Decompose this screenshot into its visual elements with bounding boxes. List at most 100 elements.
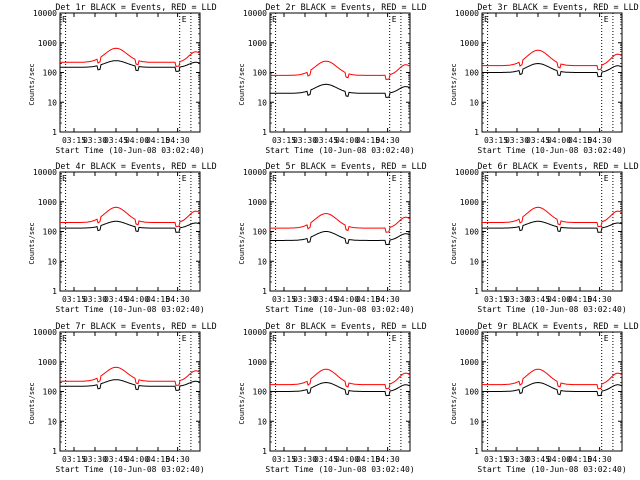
x-tick-label: 04:15 (146, 455, 170, 464)
x-tick-label: 03:15 (272, 136, 296, 145)
flag-letter-left: E (62, 15, 67, 24)
chart-title: Det 4r BLACK = Events, RED = LLD (55, 161, 216, 171)
y-tick-label: 10 (257, 417, 267, 426)
x-tick-label: 04:30 (166, 295, 190, 304)
y-tick-label: 10000 (455, 168, 479, 177)
y-tick-label: 1 (52, 128, 57, 137)
x-tick-label: 03:45 (104, 455, 128, 464)
chart-panel-9: Det 9r BLACK = Events, RED = LLD 1 10 100 10… (450, 321, 639, 474)
series-line-lld (270, 213, 411, 233)
x-tick-label: 03:45 (104, 136, 128, 145)
chart-title: Det 8r BLACK = Events, RED = LLD (265, 321, 426, 331)
chart-panel-8: Det 8r BLACK = Events, RED = LLD 1 10 100 10… (238, 321, 427, 474)
series-line-lld (482, 49, 623, 71)
series-line-lld (60, 47, 201, 67)
x-tick-label: 03:30 (505, 295, 529, 304)
flag-letter-right: E (182, 174, 187, 183)
x-tick-label: 03:15 (62, 136, 86, 145)
y-tick-label: 1000 (460, 39, 479, 48)
chart-title: Det 6r BLACK = Events, RED = LLD (477, 161, 638, 171)
series-line-events (60, 60, 201, 72)
chart-panel-1: Det 1r BLACK = Events, RED = LLD 1 10 100 10… (28, 2, 217, 155)
x-axis-label: Start Time (10-Jun-08 03:02:40) (55, 465, 204, 474)
x-tick-label: 03:30 (293, 295, 317, 304)
flag-letter-right: E (604, 15, 609, 24)
x-tick-label: 03:30 (505, 455, 529, 464)
chart-title: Det 2r BLACK = Events, RED = LLD (265, 2, 426, 12)
y-tick-label: 10 (47, 257, 57, 266)
x-tick-label: 04:15 (146, 136, 170, 145)
chart-panel-4: Det 4r BLACK = Events, RED = LLD 1 10 100 10… (28, 161, 217, 314)
x-tick-label: 03:15 (484, 136, 508, 145)
y-tick-label: 10000 (33, 168, 57, 177)
flag-letter-left: E (62, 174, 67, 183)
x-tick-label: 04:15 (568, 295, 592, 304)
y-tick-label: 1 (262, 447, 267, 456)
y-axis-label: Counts/sec (28, 382, 36, 424)
plot-frame (59, 331, 201, 452)
y-tick-label: 1000 (460, 198, 479, 207)
x-axis-label: Start Time (10-Jun-08 03:02:40) (477, 146, 626, 155)
flag-letter-right: E (392, 15, 397, 24)
x-tick-label: 04:00 (547, 136, 571, 145)
y-tick-label: 1 (474, 287, 479, 296)
x-tick-label: 04:30 (166, 455, 190, 464)
chart-title: Det 5r BLACK = Events, RED = LLD (265, 161, 426, 171)
x-tick-label: 03:30 (83, 136, 107, 145)
x-tick-label: 03:15 (484, 295, 508, 304)
x-axis-label: Start Time (10-Jun-08 03:02:40) (265, 305, 414, 314)
y-axis-label: Counts/sec (238, 382, 246, 424)
x-tick-label: 04:30 (588, 136, 612, 145)
plot-frame (59, 12, 201, 133)
y-tick-label: 10 (257, 98, 267, 107)
chart-panel-3: Det 3r BLACK = Events, RED = LLD 1 10 100 10… (450, 2, 639, 155)
y-tick-label: 1 (474, 447, 479, 456)
x-tick-label: 04:00 (335, 136, 359, 145)
flag-letter-left: E (484, 15, 489, 24)
x-tick-label: 04:15 (356, 295, 380, 304)
plot-frame (269, 12, 411, 133)
y-tick-label: 100 (43, 228, 58, 237)
x-tick-label: 03:30 (83, 455, 107, 464)
y-tick-label: 1000 (248, 39, 267, 48)
y-tick-label: 10000 (243, 328, 267, 337)
x-tick-label: 04:00 (125, 455, 149, 464)
y-tick-label: 10 (257, 257, 267, 266)
y-tick-label: 100 (43, 69, 58, 78)
x-tick-label: 04:30 (376, 136, 400, 145)
flag-letter-right: E (182, 15, 187, 24)
x-axis-label: Start Time (10-Jun-08 03:02:40) (55, 305, 204, 314)
flag-letter-right: E (604, 174, 609, 183)
y-tick-label: 1 (262, 128, 267, 137)
y-tick-label: 10 (469, 98, 479, 107)
series-line-events (482, 220, 623, 233)
x-tick-label: 04:30 (588, 295, 612, 304)
series-line-lld (60, 366, 201, 386)
y-tick-label: 10000 (243, 168, 267, 177)
flag-letter-right: E (604, 334, 609, 343)
y-tick-label: 100 (465, 388, 480, 397)
x-tick-label: 04:30 (166, 136, 190, 145)
x-axis-label: Start Time (10-Jun-08 03:02:40) (55, 146, 204, 155)
series-line-events (270, 231, 411, 246)
x-tick-label: 04:30 (376, 295, 400, 304)
x-tick-label: 04:30 (588, 455, 612, 464)
y-tick-label: 10 (47, 417, 57, 426)
x-tick-label: 04:00 (335, 455, 359, 464)
series-line-events (60, 220, 201, 233)
x-tick-label: 03:45 (314, 136, 338, 145)
series-line-lld (270, 60, 411, 80)
y-tick-label: 1000 (460, 358, 479, 367)
chart-title: Det 9r BLACK = Events, RED = LLD (477, 321, 638, 331)
flag-letter-left: E (272, 15, 277, 24)
y-tick-label: 1 (52, 287, 57, 296)
flag-letter-left: E (62, 334, 67, 343)
chart-panel-6: Det 6r BLACK = Events, RED = LLD 1 10 100 10… (450, 161, 639, 314)
x-tick-label: 04:00 (335, 295, 359, 304)
y-tick-label: 100 (253, 69, 268, 78)
y-tick-label: 10000 (33, 328, 57, 337)
chart-title: Det 7r BLACK = Events, RED = LLD (55, 321, 216, 331)
y-tick-label: 1 (262, 287, 267, 296)
x-tick-label: 03:15 (272, 295, 296, 304)
